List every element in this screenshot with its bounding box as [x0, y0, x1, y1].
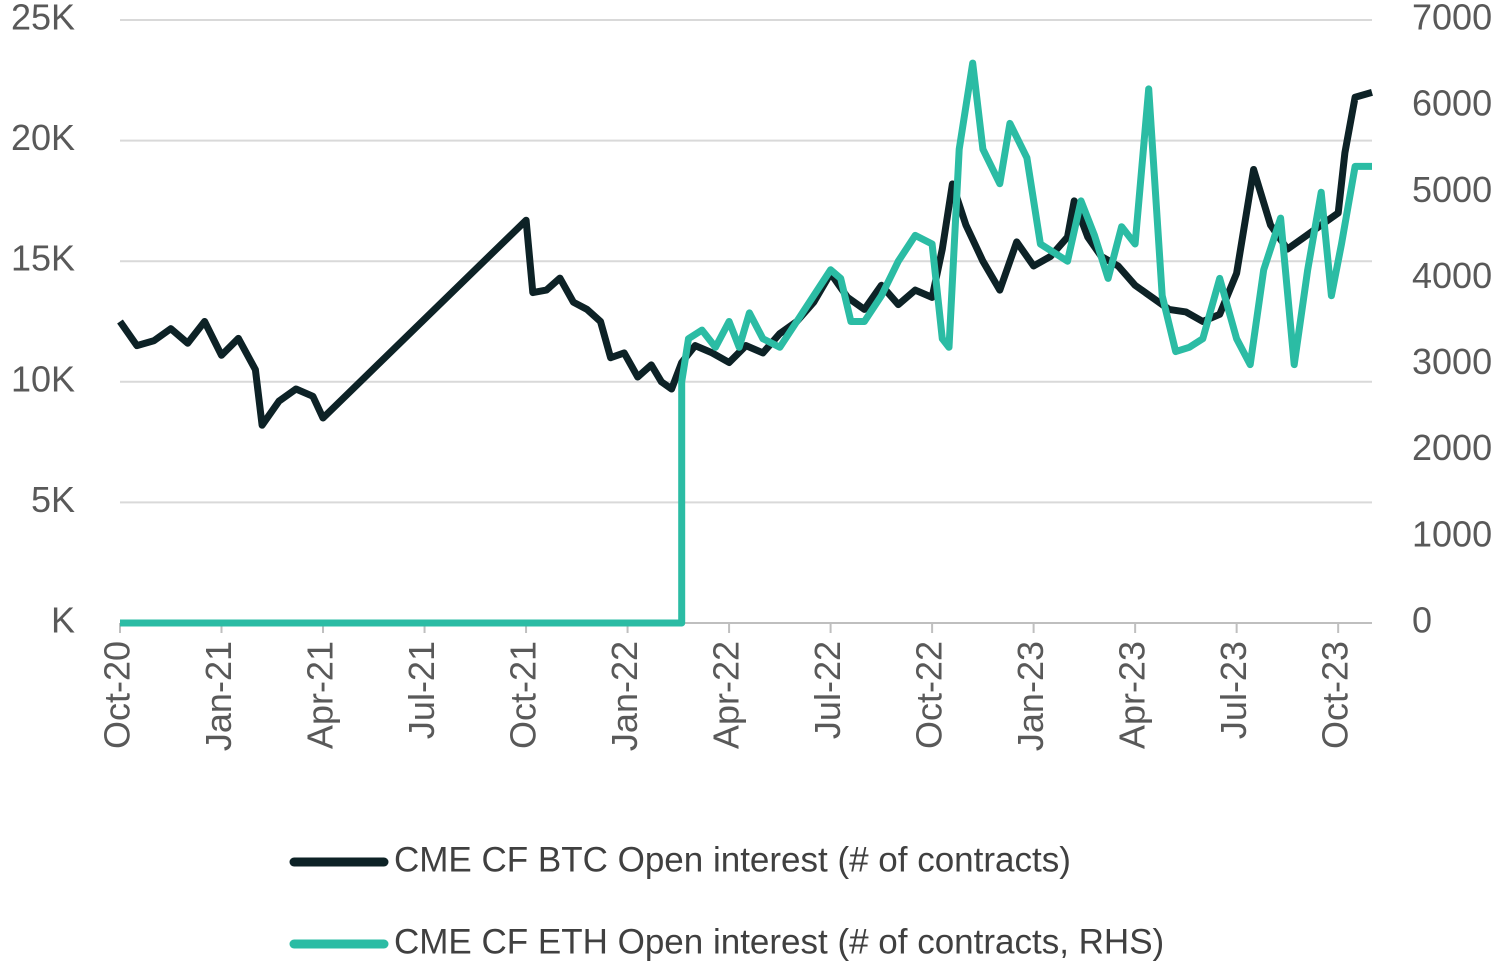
y2-tick-label: 4000 [1412, 255, 1492, 296]
y-tick-label: 20K [11, 117, 75, 158]
y-tick-label: 5K [31, 479, 75, 520]
y2-tick-label: 5000 [1412, 169, 1492, 210]
x-tick-label: Jul-21 [401, 641, 442, 739]
x-tick-label: Jul-22 [807, 641, 848, 739]
y2-tick-label: 6000 [1412, 83, 1492, 124]
y-tick-label: K [51, 600, 75, 641]
legend: CME CF BTC Open interest (# of contracts… [289, 840, 1164, 961]
x-tick-label: Apr-22 [706, 641, 747, 749]
y2-tick-label: 3000 [1412, 341, 1492, 382]
legend-label: CME CF BTC Open interest (# of contracts… [394, 840, 1071, 879]
x-tick-label: Jan-23 [1010, 641, 1051, 751]
x-tick-label: Jul-23 [1213, 641, 1254, 739]
x-tick-label: Jan-21 [198, 641, 239, 751]
x-tick-label: Oct-20 [97, 641, 138, 749]
y2-tick-label: 0 [1412, 600, 1432, 641]
x-tick-label: Apr-23 [1112, 641, 1153, 749]
legend-label: CME CF ETH Open interest (# of contracts… [394, 922, 1164, 961]
y-tick-label: 25K [11, 0, 75, 38]
y-tick-label: 15K [11, 238, 75, 279]
series-line [117, 89, 1373, 429]
y2-tick-label: 7000 [1412, 0, 1492, 38]
x-tick-label: Apr-21 [300, 641, 341, 749]
x-tick-label: Oct-22 [909, 641, 950, 749]
series-line [120, 59, 1372, 627]
x-tick-label: Jan-22 [604, 641, 645, 751]
y-tick-label: 10K [11, 358, 75, 399]
x-tick-label: Oct-21 [503, 641, 544, 749]
x-tick-label: Oct-23 [1315, 641, 1356, 749]
y2-tick-label: 1000 [1412, 513, 1492, 554]
y2-tick-label: 2000 [1412, 427, 1492, 468]
